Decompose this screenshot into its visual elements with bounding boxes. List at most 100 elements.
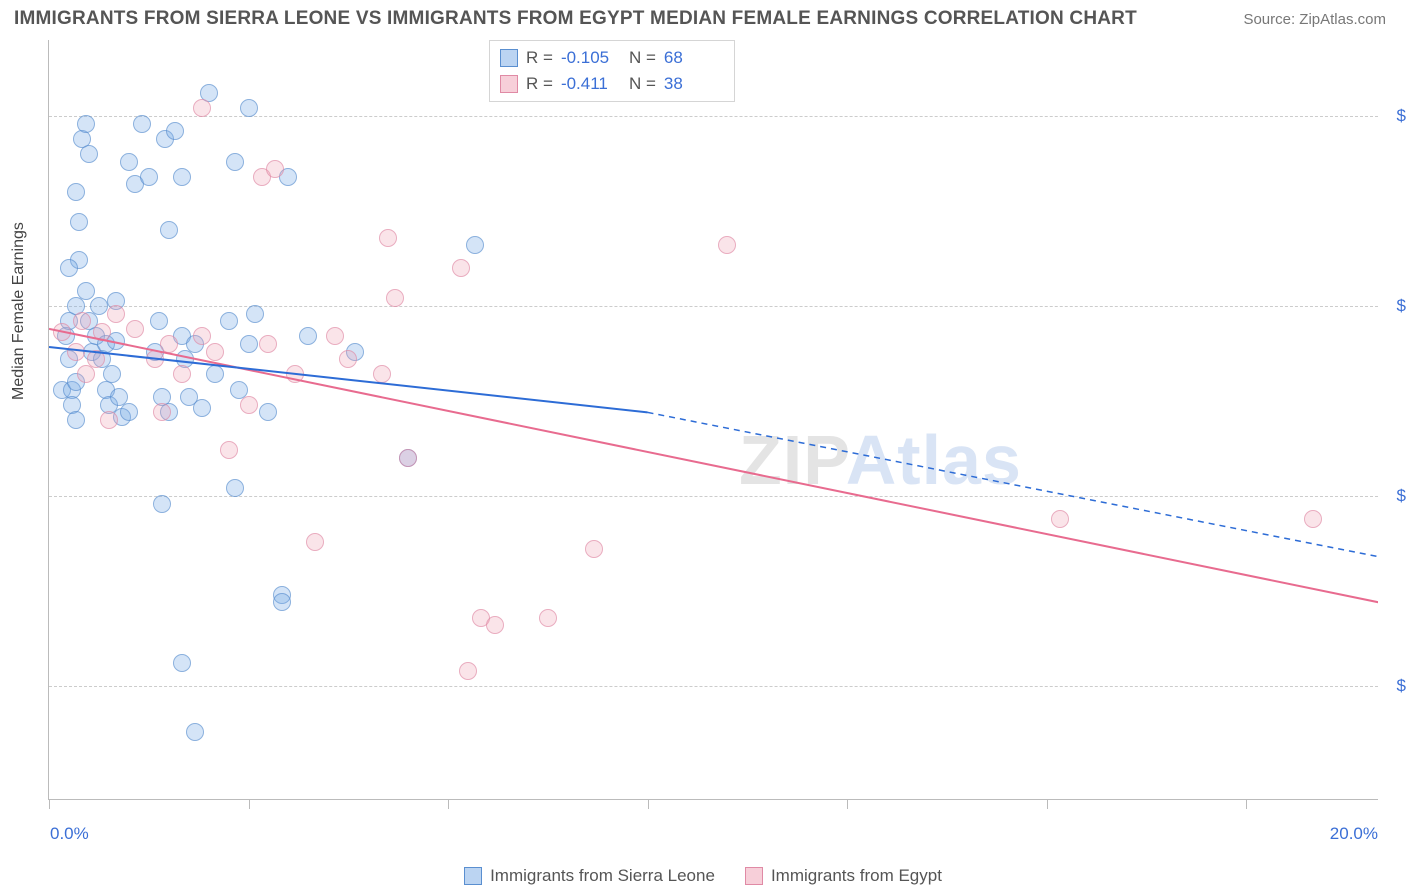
data-point xyxy=(226,153,244,171)
data-point xyxy=(153,495,171,513)
data-point xyxy=(150,312,168,330)
swatch-icon xyxy=(500,49,518,67)
swatch-icon xyxy=(745,867,763,885)
legend-label: Immigrants from Sierra Leone xyxy=(490,866,715,886)
legend-row-egypt: R = -0.411 N = 38 xyxy=(500,71,724,97)
data-point xyxy=(306,533,324,551)
data-point xyxy=(240,99,258,117)
data-point xyxy=(386,289,404,307)
data-point xyxy=(220,312,238,330)
data-point xyxy=(193,327,211,345)
data-point xyxy=(107,305,125,323)
data-point xyxy=(93,323,111,341)
chart-plot-area: ZIPAtlas $22,500$35,000$47,500$60,000 R … xyxy=(48,40,1378,800)
data-point xyxy=(173,168,191,186)
data-point xyxy=(73,312,91,330)
data-point xyxy=(539,609,557,627)
data-point xyxy=(326,327,344,345)
data-point xyxy=(286,365,304,383)
r-label: R = xyxy=(526,74,553,94)
data-point xyxy=(220,441,238,459)
y-tick-label: $35,000 xyxy=(1388,486,1406,506)
data-point xyxy=(206,343,224,361)
correlation-legend: R = -0.105 N = 68 R = -0.411 N = 38 xyxy=(489,40,735,102)
legend-row-sierra-leone: R = -0.105 N = 68 xyxy=(500,45,724,71)
x-tick xyxy=(648,799,649,809)
data-point xyxy=(186,723,204,741)
x-tick xyxy=(448,799,449,809)
data-point xyxy=(486,616,504,634)
data-point xyxy=(67,411,85,429)
data-point xyxy=(153,403,171,421)
data-point xyxy=(246,305,264,323)
data-point xyxy=(140,168,158,186)
gridline xyxy=(49,686,1378,687)
data-point xyxy=(240,335,258,353)
trend-line-sierra-leone-extrapolated xyxy=(648,412,1379,556)
data-point xyxy=(466,236,484,254)
legend-item-sierra-leone: Immigrants from Sierra Leone xyxy=(464,866,715,886)
x-tick xyxy=(249,799,250,809)
n-label: N = xyxy=(629,74,656,94)
data-point xyxy=(193,99,211,117)
data-point xyxy=(1304,510,1322,528)
data-point xyxy=(100,411,118,429)
data-point xyxy=(126,320,144,338)
data-point xyxy=(80,145,98,163)
data-point xyxy=(166,122,184,140)
data-point xyxy=(77,365,95,383)
data-point xyxy=(206,365,224,383)
data-point xyxy=(146,350,164,368)
x-tick xyxy=(1246,799,1247,809)
data-point xyxy=(259,335,277,353)
data-point xyxy=(160,335,178,353)
data-point xyxy=(67,343,85,361)
data-point xyxy=(87,350,105,368)
data-point xyxy=(160,221,178,239)
r-label: R = xyxy=(526,48,553,68)
chart-title: IMMIGRANTS FROM SIERRA LEONE VS IMMIGRAN… xyxy=(14,8,1137,30)
data-point xyxy=(77,282,95,300)
n-value: 38 xyxy=(664,74,724,94)
data-point xyxy=(718,236,736,254)
x-tick xyxy=(49,799,50,809)
watermark-zip: ZIP xyxy=(739,421,846,499)
data-point xyxy=(60,259,78,277)
x-tick xyxy=(847,799,848,809)
data-point xyxy=(77,115,95,133)
data-point xyxy=(299,327,317,345)
data-point xyxy=(120,153,138,171)
data-point xyxy=(459,662,477,680)
series-legend: Immigrants from Sierra Leone Immigrants … xyxy=(0,866,1406,886)
legend-item-egypt: Immigrants from Egypt xyxy=(745,866,942,886)
y-tick-label: $22,500 xyxy=(1388,676,1406,696)
data-point xyxy=(1051,510,1069,528)
x-tick-min: 0.0% xyxy=(50,824,89,844)
data-point xyxy=(585,540,603,558)
trend-line-egypt xyxy=(49,329,1378,603)
n-value: 68 xyxy=(664,48,724,68)
swatch-icon xyxy=(464,867,482,885)
source-label: Source: ZipAtlas.com xyxy=(1243,11,1386,28)
swatch-icon xyxy=(500,75,518,93)
data-point xyxy=(266,160,284,178)
data-point xyxy=(259,403,277,421)
data-point xyxy=(173,365,191,383)
x-tick xyxy=(1047,799,1048,809)
data-point xyxy=(273,593,291,611)
n-label: N = xyxy=(629,48,656,68)
data-point xyxy=(226,479,244,497)
data-point xyxy=(133,115,151,133)
data-point xyxy=(240,396,258,414)
data-point xyxy=(193,399,211,417)
data-point xyxy=(103,365,121,383)
y-axis-label: Median Female Earnings xyxy=(10,222,28,400)
data-point xyxy=(173,654,191,672)
header: IMMIGRANTS FROM SIERRA LEONE VS IMMIGRAN… xyxy=(0,0,1406,34)
data-point xyxy=(90,297,108,315)
y-tick-label: $47,500 xyxy=(1388,296,1406,316)
data-point xyxy=(67,183,85,201)
gridline xyxy=(49,496,1378,497)
data-point xyxy=(339,350,357,368)
data-point xyxy=(379,229,397,247)
